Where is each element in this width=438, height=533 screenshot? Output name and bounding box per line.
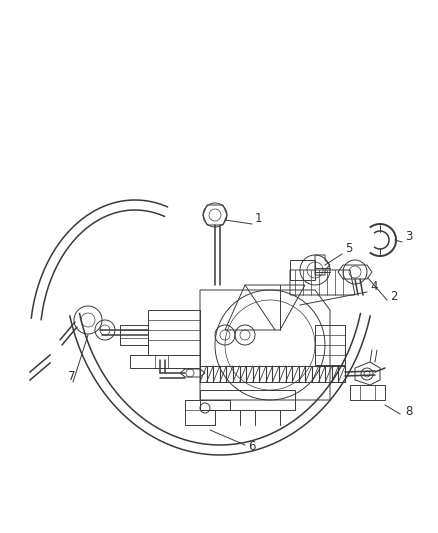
Text: 8: 8: [404, 405, 411, 418]
Text: 2: 2: [389, 290, 396, 303]
Text: 7: 7: [68, 370, 75, 383]
Text: 6: 6: [247, 440, 255, 453]
Text: 3: 3: [404, 230, 411, 243]
Text: 4: 4: [369, 280, 377, 293]
Text: 5: 5: [344, 242, 352, 255]
Text: 1: 1: [254, 212, 262, 225]
